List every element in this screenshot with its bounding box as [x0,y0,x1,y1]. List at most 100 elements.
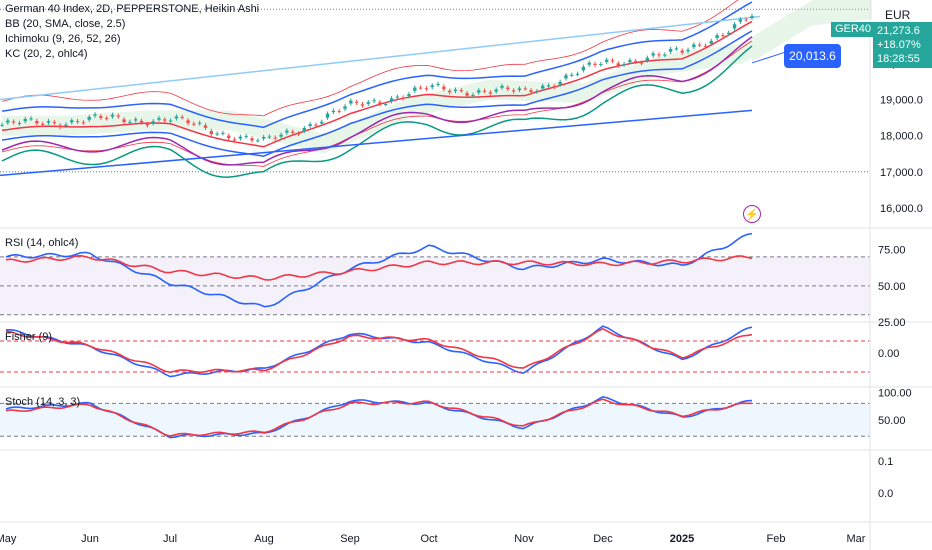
kc-legend[interactable]: KC (20, 2, ohlc4) [5,48,88,60]
kc-lower [1,30,753,158]
candle-body [279,134,283,137]
price-callout[interactable]: 20,013.6 [784,44,841,68]
candle-body [215,133,219,135]
candle-body [151,121,155,124]
candle-body [697,44,702,46]
candle-body [308,124,312,127]
candle-body [197,122,202,124]
senkou-line [1,36,753,166]
candle-body [128,121,132,123]
candle-body [663,54,667,56]
stoch-pane[interactable] [0,396,870,439]
time-axis-label: Oct [420,533,437,545]
candle-body [81,122,86,124]
candle-body [453,89,458,91]
candle-body [477,90,481,93]
candle-body [506,87,510,90]
bb-lower [1,40,753,167]
candle-body [6,120,10,123]
candle-body [314,124,318,126]
chart-title[interactable]: German 40 Index, 2D, PEPPERSTONE, Heikin… [5,3,260,15]
candle-body [250,138,254,141]
time-axis-label: Jul [163,533,177,545]
candle-body [360,104,365,106]
candle-body [639,62,644,64]
candle-body [232,139,237,141]
time-axis-label: Sep [340,533,360,545]
main-legend: German 40 Index, 2D, PEPPERSTONE, Heikin… [5,2,259,62]
candle-body [430,85,434,88]
candle-body [203,125,208,128]
bb-legend[interactable]: BB (20, SMA, close, 2.5) [5,18,126,30]
candle-body [500,85,504,88]
main-price-pane[interactable] [0,0,872,178]
candle-body [163,119,167,121]
candle-body [244,136,248,138]
osc-axis-label: 0.00 [878,348,899,360]
last-price-value: 21,273.6 [877,25,920,37]
time-axis-label: Dec [593,533,613,545]
candle-body [634,60,638,62]
candle-body [366,102,370,104]
candle-body [17,123,22,125]
candle-body [581,66,586,71]
lagging-line [1,45,753,178]
candle-body [442,86,446,90]
candle-body [465,93,469,96]
fisher-pane[interactable] [0,325,870,378]
price-axis-label: 16,000.0 [880,203,923,215]
time-axis-label: May [0,533,17,545]
candle-body [645,57,650,61]
stoch-legend[interactable]: Stoch (14, 3, 3) [5,396,81,408]
candle-body [320,121,324,124]
candle-body [296,133,301,135]
candle-body [593,63,597,65]
candle-body [343,106,347,109]
lightning-icon[interactable]: ⚡ [743,205,761,223]
candle-body [413,87,417,91]
candle-body [168,120,173,122]
candle-body [372,100,376,102]
candle-body [174,116,179,119]
candle-body [75,121,80,123]
candle-body [732,24,737,29]
empty-axis-label: 0.1 [878,456,893,468]
kijun-line [1,20,753,148]
rsi-legend[interactable]: RSI (14, ohlc4) [5,237,79,249]
fisher-legend[interactable]: Fisher (9) [5,331,53,343]
candle-body [337,111,341,113]
candle-body [668,48,673,52]
candle-body [35,120,39,124]
bb-upper [1,0,739,117]
candle-body [139,120,144,123]
candle-body [273,137,277,139]
time-axis-label: Jun [81,533,99,545]
candle-body [750,15,754,18]
rsi-pane[interactable] [0,232,870,316]
signal-line [5,327,753,374]
candle-body [0,124,4,126]
osc-axis-label: 50.00 [878,415,906,427]
candle-body [447,90,452,93]
candle-body [389,98,394,102]
candle-body [87,116,91,120]
candle-body [227,135,231,139]
ichimoku-cloud [2,0,872,154]
price-axis-label: 17,000.0 [880,167,923,179]
candle-body [157,118,161,120]
candle-body [23,119,27,122]
candle-body [715,35,719,39]
candle-body [64,124,68,126]
candle-body [616,63,620,66]
ichimoku-legend[interactable]: Ichimoku (9, 26, 52, 26) [5,33,121,45]
candle-body [116,115,120,117]
candle-body [657,54,661,56]
candle-body [384,104,388,106]
candle-body [110,114,115,117]
candle-body [29,118,33,120]
candle-body [93,114,97,116]
last-price-change: +18.07% [877,39,921,51]
price-axis-label: 19,000.0 [880,95,923,107]
time-axis-label: Mar [847,533,866,545]
